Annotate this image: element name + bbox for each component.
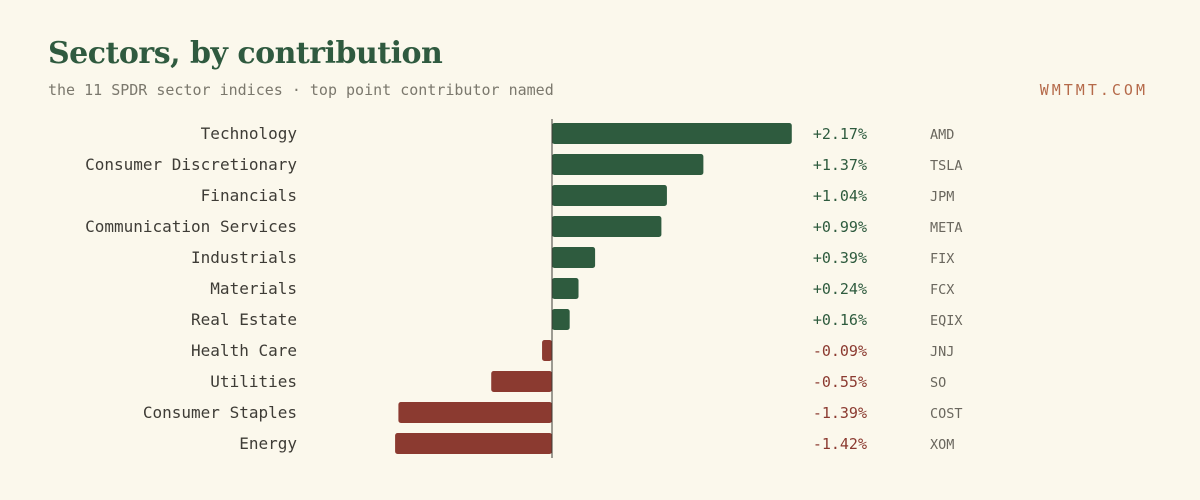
sector-bar (491, 371, 552, 392)
sector-bar (552, 278, 579, 299)
sector-value-label: +0.16% (813, 311, 867, 329)
sector-value-label: +0.24% (813, 280, 867, 298)
top-contributor-ticker: SO (930, 375, 946, 391)
sector-label: Financials (201, 186, 297, 205)
sector-label: Industrials (191, 248, 297, 267)
top-contributor-ticker: FIX (930, 251, 954, 267)
sector-bar (552, 247, 596, 268)
sector-label: Energy (239, 434, 297, 453)
sector-label: Materials (210, 279, 297, 298)
sector-value-label: -0.55% (813, 373, 867, 391)
brand-mark: WMTMT.COM (1039, 81, 1148, 99)
sector-bar (542, 340, 552, 361)
sector-label: Consumer Discretionary (85, 155, 297, 174)
sector-bar (552, 309, 570, 330)
sector-bar (398, 402, 552, 423)
top-contributor-ticker: JPM (930, 189, 954, 205)
top-contributor-ticker: TSLA (930, 158, 963, 174)
sector-value-label: -1.39% (813, 404, 867, 422)
sector-label: Communication Services (85, 217, 297, 236)
sector-label: Technology (201, 124, 298, 143)
chart-title: Sectors, by contribution (48, 36, 443, 71)
sector-bar (552, 216, 662, 237)
top-contributor-ticker: COST (930, 406, 963, 422)
sector-value-label: +2.17% (813, 125, 867, 143)
top-contributor-ticker: XOM (930, 437, 954, 453)
sector-value-label: -0.09% (813, 342, 867, 360)
top-contributor-ticker: FCX (930, 282, 954, 298)
sector-bar (395, 433, 552, 454)
top-contributor-ticker: EQIX (930, 313, 963, 329)
top-contributor-ticker: META (930, 220, 963, 236)
sector-value-label: +0.39% (813, 249, 867, 267)
sector-label: Real Estate (191, 310, 297, 329)
sector-value-label: +1.04% (813, 187, 867, 205)
chart-subtitle: the 11 SPDR sector indices · top point c… (48, 81, 554, 99)
top-contributor-ticker: JNJ (930, 344, 954, 360)
sector-value-label: -1.42% (813, 435, 867, 453)
top-contributor-ticker: AMD (930, 127, 954, 143)
sector-bar (552, 185, 667, 206)
sector-bar (552, 154, 704, 175)
sector-label: Consumer Staples (143, 403, 297, 422)
sector-label: Health Care (191, 341, 297, 360)
sector-value-label: +0.99% (813, 218, 867, 236)
sector-label: Utilities (210, 372, 297, 391)
sector-bar (552, 123, 792, 144)
sector-value-label: +1.37% (813, 156, 867, 174)
